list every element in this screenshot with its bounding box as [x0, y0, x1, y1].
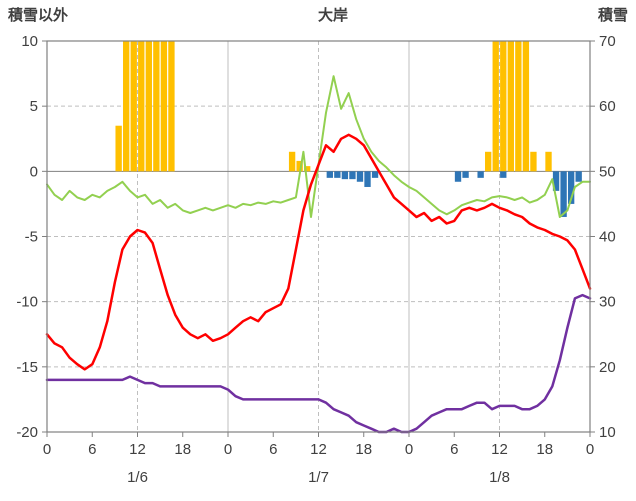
left-tick-label: 0: [30, 163, 38, 180]
left-tick-label: -10: [16, 294, 38, 311]
right-axis-title: 積雪: [597, 7, 628, 24]
right-tick-label: 60: [599, 98, 616, 115]
purple-line: [45, 293, 592, 434]
day-label: 1/7: [308, 469, 329, 486]
x-tick-label: 18: [355, 441, 372, 458]
chart-header: 積雪以外 大岸 積雪: [0, 4, 636, 25]
x-tick-label: 6: [269, 441, 277, 458]
x-tick-label: 0: [43, 441, 51, 458]
right-tick-label: 70: [599, 33, 616, 50]
left-tick-label: -5: [25, 229, 38, 246]
x-tick-label: 18: [174, 441, 191, 458]
left-tick-label: 10: [21, 33, 38, 50]
x-tick-label: 0: [586, 441, 594, 458]
x-tick-label: 6: [88, 441, 96, 458]
day-label: 1/6: [127, 469, 148, 486]
orange-bars: [115, 41, 552, 172]
axis-labels: 0 6 12 18 0 6 12 18 0 6 12 18 01050-5-10-15-20706050…: [16, 33, 615, 486]
right-tick-label: 10: [599, 424, 616, 441]
x-tick-label: 12: [310, 441, 327, 458]
left-tick-label: -15: [16, 359, 38, 376]
left-tick-label: 5: [30, 98, 38, 115]
red-line: [45, 133, 592, 371]
x-tick-label: 12: [129, 441, 146, 458]
left-tick-label: -20: [16, 424, 38, 441]
axis-ticks: [42, 40, 595, 437]
x-tick-label: 0: [405, 441, 413, 458]
left-axis-title: 積雪以外: [8, 7, 69, 24]
x-tick-label: 0: [224, 441, 232, 458]
x-tick-label: 18: [536, 441, 553, 458]
right-tick-label: 30: [599, 294, 616, 311]
x-tick-label: 6: [450, 441, 458, 458]
chart-title: 大岸: [317, 7, 348, 24]
right-tick-label: 50: [599, 163, 616, 180]
gridlines: [47, 41, 590, 432]
right-tick-label: 40: [599, 229, 616, 246]
right-tick-label: 20: [599, 359, 616, 376]
day-label: 1/8: [489, 469, 510, 486]
blue-bars: [326, 171, 582, 217]
x-tick-label: 12: [491, 441, 508, 458]
